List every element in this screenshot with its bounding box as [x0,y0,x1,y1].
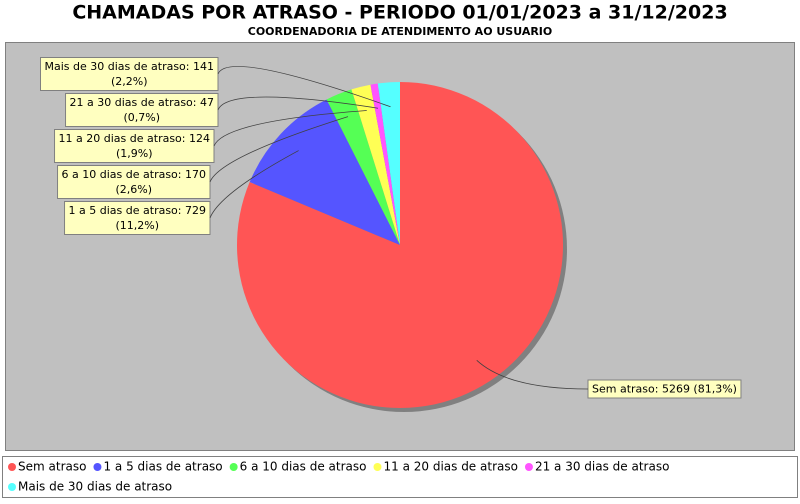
chart-title: CHAMADAS POR ATRASO - PERIODO 01/01/2023… [72,2,727,24]
legend-marker [8,483,16,491]
data-label: 11 a 20 dias de atraso: 124 [59,132,210,145]
data-label: Mais de 30 dias de atraso: 141 [45,60,215,73]
pie-slice [370,83,400,245]
data-label: (0,7%) [124,111,161,124]
pie-slice [326,89,400,245]
label-box [57,165,211,199]
label-connector [209,150,299,219]
data-label: Sem atraso: 5269 (81,3%) [592,383,737,396]
legend-marker [373,463,382,471]
legend-box [2,456,798,498]
label-connector [476,360,589,390]
label-box [65,93,219,127]
legend-label: 21 a 30 dias de atraso [535,460,669,474]
legend-label: Mais de 30 dias de atraso [18,480,172,494]
label-connector [213,110,367,147]
data-label: 21 a 30 dias de atraso: 47 [70,96,214,109]
data-label: (1,9%) [116,147,153,160]
pie-slice [377,82,400,245]
legend-marker [229,463,238,471]
data-label: 1 a 5 dias de atraso: 729 [69,204,206,217]
data-label: (2,6%) [116,183,153,196]
data-label: (11,2%) [116,219,160,232]
pie-slice [249,99,400,246]
label-connector [217,66,391,108]
data-label: 6 a 10 dias de atraso: 170 [62,168,206,181]
legend-marker [8,463,16,471]
label-connector [209,116,349,183]
legend-label: 1 a 5 dias de atraso [103,460,222,474]
label-box [64,201,211,235]
pie-slice [351,84,400,246]
legend-label: 6 a 10 dias de atraso [240,460,367,474]
label-box [40,57,219,91]
chart-subtitle: COORDENADORIA DE ATENDIMENTO AO USUARIO [248,25,553,38]
legend-label: Sem atraso [18,460,86,474]
label-connector [217,96,379,111]
legend-marker [93,463,102,471]
data-label: (2,2%) [111,75,148,88]
label-box [54,129,215,163]
legend-marker [524,463,533,471]
legend-label: 11 a 20 dias de atraso [383,460,517,474]
